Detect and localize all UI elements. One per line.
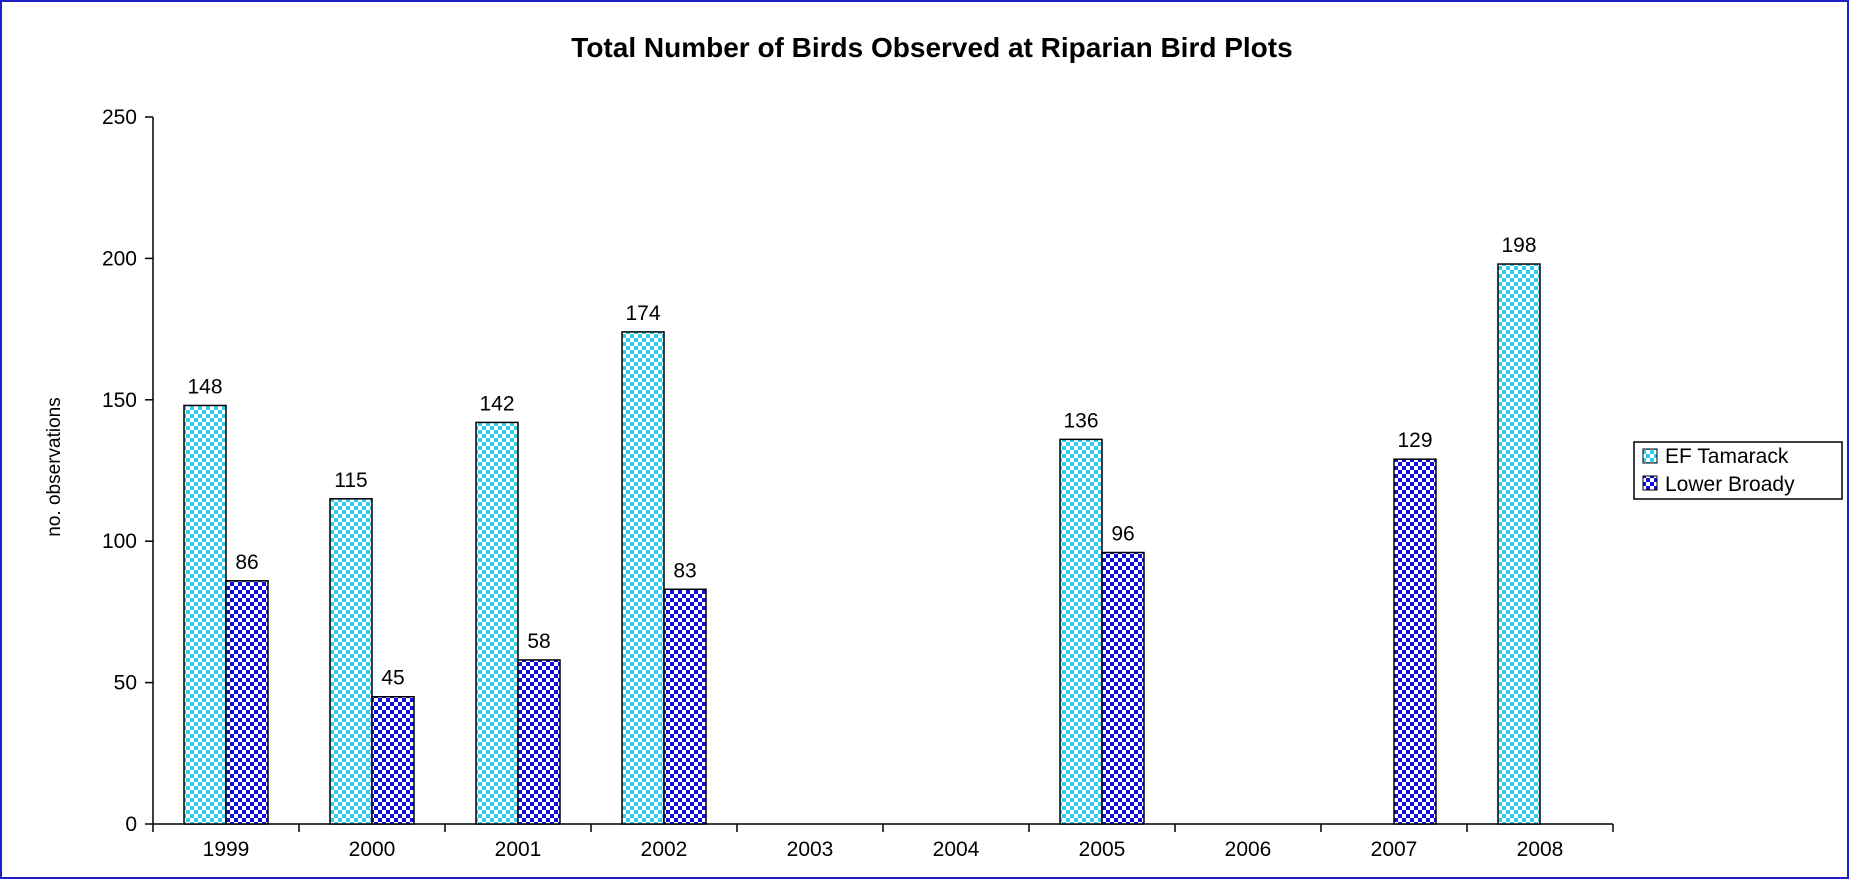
bar-ef-tamarack-2001 [475,421,519,825]
y-tick-label: 50 [114,672,137,695]
bar-ef-tamarack-2005 [1059,438,1103,825]
y-tick-label: 100 [102,530,137,553]
bar-ef-tamarack-1999 [183,404,227,825]
x-tick-label: 1999 [203,838,250,861]
bars [183,263,1541,825]
x-tick-label: 2000 [349,838,396,861]
bar-ef-tamarack-2002 [621,331,665,825]
bar-lower-broady-2002 [663,588,707,825]
legend-swatch-ef-tamarack [1642,448,1658,464]
legend-box [1633,441,1843,500]
bar-lower-broady-2005 [1101,551,1145,825]
x-tick-label: 2007 [1371,838,1418,861]
legend: EF Tamarack Lower Broady [1633,441,1843,500]
data-label-lower-broady-2000: 45 [381,667,404,690]
x-tick-label: 2003 [787,838,834,861]
legend-swatch-lower-broady [1642,475,1658,491]
bar-lower-broady-1999 [225,580,269,825]
data-label-lower-broady-1999: 86 [235,551,258,574]
legend-label-ef-tamarack: EF Tamarack [1665,445,1789,468]
data-label-ef-tamarack-2008: 198 [1501,234,1536,257]
bar-lower-broady-2007 [1393,458,1437,825]
x-tick-label: 2008 [1517,838,1564,861]
data-labels: 148 115 142 174 136 198 86 45 58 83 96 129 [187,234,1536,690]
bar-lower-broady-2000 [371,695,415,825]
data-label-ef-tamarack-2000: 115 [334,469,367,492]
data-label-ef-tamarack-2002: 174 [625,302,660,325]
data-label-ef-tamarack-2001: 142 [479,392,514,415]
x-tick-label: 2001 [495,838,542,861]
data-label-lower-broady-2005: 96 [1111,523,1134,546]
y-tick-label: 200 [102,247,137,270]
bar-ef-tamarack-2008 [1497,263,1541,825]
x-tick-label: 2005 [1079,838,1126,861]
legend-label-lower-broady: Lower Broady [1665,473,1795,496]
x-tick-label: 2004 [933,838,980,861]
axes: 0 50 100 150 200 250 1999 2000 2001 2002 2003 2004 2… [102,106,1614,861]
y-tick-label: 250 [102,106,137,129]
x-tick-label: 2006 [1225,838,1272,861]
x-tick-label: 2002 [641,838,688,861]
data-label-lower-broady-2002: 83 [673,559,696,582]
y-axis-label: no. observations [44,397,65,536]
y-tick-label: 0 [125,813,137,836]
data-label-lower-broady-2007: 129 [1397,429,1432,452]
chart-title: Total Number of Birds Observed at Ripari… [571,32,1292,63]
y-tick-label: 150 [102,389,137,412]
bar-ef-tamarack-2000 [329,498,373,825]
bar-lower-broady-2001 [517,659,561,825]
data-label-lower-broady-2001: 58 [527,630,550,653]
data-label-ef-tamarack-1999: 148 [187,375,222,398]
data-label-ef-tamarack-2005: 136 [1063,409,1098,432]
